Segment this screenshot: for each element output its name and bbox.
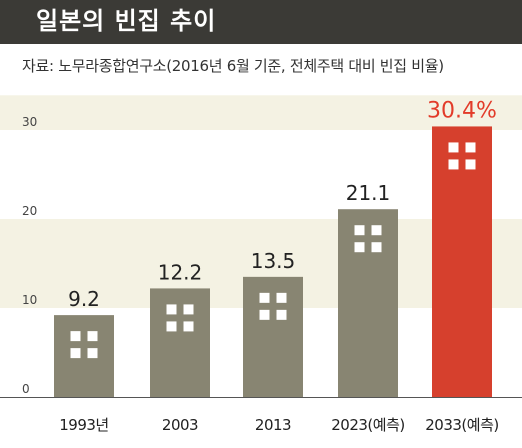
bar-window xyxy=(276,309,287,320)
x-tick-label: 2023(예측) xyxy=(331,416,404,434)
x-tick-label: 2013 xyxy=(255,416,291,434)
background-band-0 xyxy=(0,95,522,130)
bar-0 xyxy=(54,315,114,397)
data-label: 30.4% xyxy=(427,98,497,123)
x-tick-label: 1993년 xyxy=(59,416,108,434)
data-label: 9.2 xyxy=(68,287,100,311)
bar-window xyxy=(276,292,287,303)
bar-window xyxy=(465,142,476,153)
bar-window xyxy=(183,321,194,332)
bar-1 xyxy=(150,288,210,397)
bar-window xyxy=(87,331,98,342)
bar-window xyxy=(166,304,177,315)
bar-window xyxy=(448,159,459,170)
bar-window xyxy=(70,348,81,359)
bar-window xyxy=(87,348,98,359)
bar-window xyxy=(448,142,459,153)
bar-window xyxy=(166,321,177,332)
bar-window xyxy=(259,292,270,303)
bar-window xyxy=(354,242,365,253)
header-bar: 일본의 빈집 추이 xyxy=(0,0,522,44)
bar-window xyxy=(259,309,270,320)
data-label: 21.1 xyxy=(346,181,391,205)
bar-window xyxy=(70,331,81,342)
y-tick-label: 0 xyxy=(22,382,30,396)
bar-3 xyxy=(338,209,398,397)
source-note: 자료: 노무라종합연구소(2016년 6월 기준, 전체주택 대비 빈집 비율) xyxy=(22,57,444,75)
bar-window xyxy=(371,242,382,253)
data-label: 13.5 xyxy=(251,249,296,273)
y-tick-label: 10 xyxy=(22,293,37,307)
bar-window xyxy=(354,225,365,236)
chart-title: 일본의 빈집 추이 xyxy=(36,7,217,35)
y-tick-label: 20 xyxy=(22,204,37,218)
y-tick-label: 30 xyxy=(22,115,37,129)
bar-window xyxy=(371,225,382,236)
data-label: 12.2 xyxy=(158,260,203,284)
x-tick-label: 2033(예측) xyxy=(425,416,498,434)
bar-window xyxy=(183,304,194,315)
bar-2 xyxy=(243,276,303,397)
bar-4 xyxy=(432,126,492,397)
x-tick-label: 2003 xyxy=(162,416,198,434)
bar-window xyxy=(465,159,476,170)
